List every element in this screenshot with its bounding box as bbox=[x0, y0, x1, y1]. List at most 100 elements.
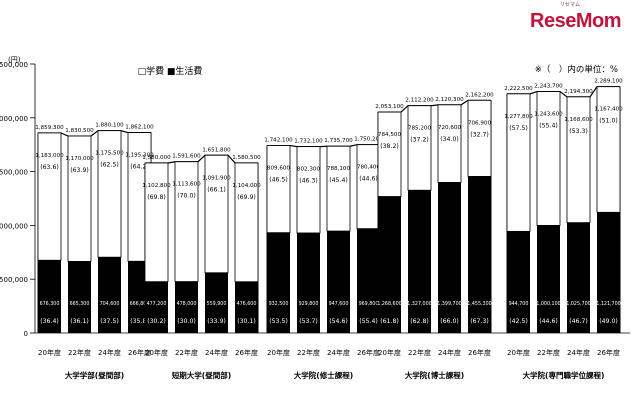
bar-tuition bbox=[378, 196, 401, 333]
x-tick-label: 24年度 bbox=[205, 348, 228, 357]
living-pct-label: (66.1) bbox=[207, 186, 226, 193]
tuition-label: 929,800 bbox=[299, 301, 319, 307]
x-tick-label: 20年度 bbox=[38, 348, 61, 357]
x-tick-label: 26年度 bbox=[357, 348, 380, 357]
living-label: 780,400 bbox=[357, 165, 381, 171]
tuition-label: 947,600 bbox=[329, 301, 349, 307]
living-label: 720,600 bbox=[438, 125, 462, 131]
bar-living bbox=[377, 111, 402, 197]
bar-tuition bbox=[438, 182, 461, 333]
total-label: 1,651,800 bbox=[202, 147, 231, 153]
tuition-label: 1,268,600 bbox=[377, 301, 401, 307]
tuition-pct-label: (30.0) bbox=[177, 318, 196, 325]
bar-living bbox=[144, 162, 169, 283]
tuition-label: 559,900 bbox=[207, 301, 227, 307]
legend: □学費 ■生活費 bbox=[138, 65, 203, 77]
tuition-pct-label: (66.0) bbox=[440, 318, 459, 325]
total-label: 2,243,700 bbox=[534, 84, 563, 90]
bar-living bbox=[566, 96, 591, 224]
living-pct-label: (63.6) bbox=[40, 164, 59, 171]
living-pct-label: (64.2) bbox=[130, 164, 149, 171]
living-label: 1,113,600 bbox=[172, 182, 201, 188]
living-pct-label: (37.2) bbox=[410, 137, 429, 144]
bar-tuition bbox=[468, 176, 491, 333]
tuition-label: 704,600 bbox=[100, 301, 120, 307]
x-tick-label: 22年度 bbox=[297, 348, 320, 357]
bar-tuition bbox=[267, 232, 290, 333]
tuition-label: 477,200 bbox=[147, 301, 167, 307]
living-label: 706,900 bbox=[468, 120, 492, 126]
bar-living bbox=[204, 154, 229, 274]
x-tick-label: 24年度 bbox=[98, 348, 121, 357]
x-tick-label: 22年度 bbox=[175, 348, 198, 357]
bar-tuition bbox=[408, 190, 431, 333]
living-pct-label: (69.8) bbox=[147, 194, 166, 201]
bar-tuition bbox=[68, 261, 91, 333]
bar-tuition bbox=[98, 257, 121, 333]
bar-tuition bbox=[537, 225, 560, 333]
tuition-label: 1,455,300 bbox=[467, 301, 491, 307]
total-label: 2,162,200 bbox=[465, 92, 494, 98]
living-pct-label: (63.9) bbox=[70, 167, 89, 174]
tuition-pct-label: (62.8) bbox=[410, 318, 429, 325]
living-pct-label: (44.6) bbox=[359, 176, 378, 183]
x-tick-label: 22年度 bbox=[537, 348, 560, 357]
tuition-pct-label: (37.5) bbox=[100, 318, 119, 325]
group-label: 大学院(専門職学位課程) bbox=[523, 370, 605, 380]
bar-living bbox=[467, 99, 492, 177]
bar-tuition bbox=[357, 228, 380, 333]
tuition-pct-label: (49.0) bbox=[599, 318, 618, 325]
x-tick-label: 20年度 bbox=[267, 348, 290, 357]
total-label: 1,591,600 bbox=[172, 154, 201, 160]
tuition-pct-label: (55.4) bbox=[359, 318, 378, 325]
tuition-label: 1,000,100 bbox=[536, 301, 560, 307]
unit-note: ※（ ）内の単位：% bbox=[535, 64, 618, 75]
tuition-label: 478,000 bbox=[177, 301, 197, 307]
bar-tuition bbox=[38, 260, 61, 333]
x-tick-label: 26年度 bbox=[235, 348, 258, 357]
living-pct-label: (70.0) bbox=[177, 193, 196, 200]
resemom-logo: ReseMom bbox=[530, 10, 621, 32]
total-label: 2,222,500 bbox=[504, 86, 533, 92]
y-unit-label: (円) bbox=[8, 56, 21, 64]
living-pct-label: (55.4) bbox=[539, 123, 558, 130]
tuition-label: 476,600 bbox=[237, 301, 257, 307]
bar-tuition bbox=[597, 212, 620, 333]
x-tick-label: 26年度 bbox=[468, 348, 491, 357]
living-label: 1,170,000 bbox=[65, 156, 94, 162]
bar-tuition bbox=[145, 281, 168, 333]
total-label: 1,580,000 bbox=[142, 155, 171, 161]
bar-living bbox=[356, 144, 381, 230]
tuition-pct-label: (61.8) bbox=[380, 318, 399, 325]
living-label: 1,195,300 bbox=[125, 153, 154, 159]
total-label: 2,112,200 bbox=[405, 98, 434, 104]
bar-tuition bbox=[235, 281, 258, 333]
x-tick-label: 20年度 bbox=[145, 348, 168, 357]
total-label: 1,742,100 bbox=[264, 138, 293, 144]
living-pct-label: (34.0) bbox=[440, 136, 459, 143]
living-pct-label: (69.9) bbox=[237, 194, 256, 201]
total-label: 2,053,100 bbox=[375, 104, 404, 110]
tuition-pct-label: (30.1) bbox=[237, 318, 256, 325]
living-pct-label: (57.5) bbox=[509, 125, 528, 132]
y-tick-label: 2,000,000 bbox=[0, 115, 28, 123]
living-label: 788,100 bbox=[327, 166, 351, 172]
bar-living bbox=[174, 161, 199, 282]
bar-living bbox=[296, 146, 321, 234]
living-label: 1,183,000 bbox=[35, 153, 64, 159]
tuition-label: 932,500 bbox=[269, 301, 289, 307]
logo-ruby: リセマム bbox=[560, 2, 581, 8]
bar-living bbox=[596, 86, 621, 213]
living-label: 1,175,500 bbox=[95, 151, 124, 157]
tuition-label: 676,300 bbox=[40, 301, 60, 307]
total-label: 1,830,500 bbox=[65, 128, 94, 134]
tuition-pct-label: (53.7) bbox=[299, 318, 318, 325]
tuition-pct-label: (54.6) bbox=[329, 318, 348, 325]
living-pct-label: (46.5) bbox=[269, 177, 288, 184]
tuition-pct-label: (67.3) bbox=[470, 318, 489, 325]
tuition-label: 1,399,700 bbox=[437, 301, 461, 307]
tuition-label: 1,327,000 bbox=[407, 301, 431, 307]
x-tick-label: 24年度 bbox=[327, 348, 350, 357]
living-pct-label: (62.5) bbox=[100, 162, 119, 169]
